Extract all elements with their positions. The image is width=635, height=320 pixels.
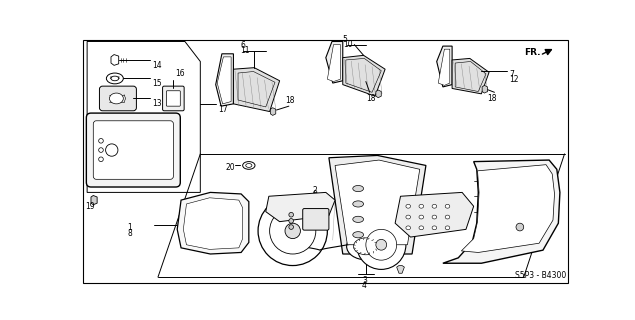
Ellipse shape — [353, 232, 364, 238]
Circle shape — [357, 220, 406, 269]
Text: 5: 5 — [343, 35, 347, 44]
Circle shape — [258, 196, 328, 266]
Text: FR.: FR. — [524, 48, 540, 57]
Ellipse shape — [445, 215, 450, 219]
Ellipse shape — [109, 93, 123, 104]
Text: 2: 2 — [312, 186, 318, 195]
Circle shape — [289, 225, 293, 229]
Polygon shape — [462, 165, 554, 252]
Polygon shape — [397, 266, 404, 273]
Text: 1: 1 — [127, 223, 132, 232]
Text: 12: 12 — [509, 75, 519, 84]
Text: 4: 4 — [362, 281, 367, 290]
Ellipse shape — [406, 215, 410, 219]
Ellipse shape — [353, 216, 364, 222]
Text: 13: 13 — [152, 99, 162, 108]
FancyBboxPatch shape — [303, 209, 329, 230]
Ellipse shape — [406, 226, 410, 230]
Text: 9: 9 — [312, 190, 318, 199]
Polygon shape — [217, 57, 231, 104]
Ellipse shape — [243, 162, 255, 169]
Ellipse shape — [445, 204, 450, 208]
Polygon shape — [343, 55, 385, 96]
Polygon shape — [271, 108, 276, 116]
Ellipse shape — [432, 204, 437, 208]
Ellipse shape — [419, 215, 424, 219]
FancyBboxPatch shape — [86, 113, 180, 187]
Circle shape — [98, 157, 104, 162]
FancyBboxPatch shape — [100, 86, 137, 111]
Circle shape — [366, 229, 397, 260]
Polygon shape — [87, 42, 200, 192]
Polygon shape — [438, 49, 450, 85]
FancyBboxPatch shape — [93, 121, 173, 179]
Text: 15: 15 — [152, 79, 162, 88]
Circle shape — [105, 144, 118, 156]
Ellipse shape — [347, 233, 385, 260]
FancyBboxPatch shape — [166, 91, 180, 106]
Text: S5P3 - B4300: S5P3 - B4300 — [515, 271, 566, 280]
Text: 16: 16 — [175, 69, 185, 78]
Ellipse shape — [419, 204, 424, 208]
Circle shape — [98, 139, 104, 143]
Text: 17: 17 — [218, 105, 227, 114]
Circle shape — [516, 223, 524, 231]
Polygon shape — [326, 42, 343, 83]
Polygon shape — [395, 192, 474, 237]
Text: 20: 20 — [225, 163, 236, 172]
Text: 19: 19 — [85, 203, 95, 212]
Polygon shape — [443, 160, 560, 263]
Polygon shape — [234, 68, 279, 112]
Polygon shape — [329, 156, 426, 254]
Ellipse shape — [406, 204, 410, 208]
Text: 6: 6 — [241, 41, 245, 50]
Polygon shape — [216, 54, 234, 106]
Ellipse shape — [353, 201, 364, 207]
Polygon shape — [184, 198, 243, 249]
Ellipse shape — [445, 226, 450, 230]
Circle shape — [289, 219, 293, 223]
Polygon shape — [266, 192, 335, 222]
Ellipse shape — [107, 73, 123, 84]
Polygon shape — [482, 85, 488, 93]
Ellipse shape — [111, 76, 119, 81]
Circle shape — [289, 212, 293, 217]
Polygon shape — [328, 44, 340, 82]
Circle shape — [376, 239, 387, 250]
Circle shape — [270, 208, 316, 254]
Text: 7: 7 — [509, 70, 514, 79]
Polygon shape — [177, 192, 249, 254]
Text: 18: 18 — [366, 94, 376, 103]
Text: 8: 8 — [127, 228, 132, 237]
Polygon shape — [335, 160, 420, 245]
Text: 11: 11 — [241, 46, 250, 55]
Polygon shape — [91, 196, 97, 205]
Ellipse shape — [353, 186, 364, 192]
FancyBboxPatch shape — [163, 86, 184, 111]
Polygon shape — [437, 46, 452, 87]
Text: 14: 14 — [152, 61, 162, 70]
Ellipse shape — [432, 226, 437, 230]
Circle shape — [285, 223, 300, 239]
Ellipse shape — [354, 238, 378, 255]
Polygon shape — [376, 90, 381, 98]
Polygon shape — [452, 59, 489, 94]
Text: 10: 10 — [343, 40, 352, 49]
Ellipse shape — [419, 226, 424, 230]
Text: 3: 3 — [362, 276, 367, 284]
Ellipse shape — [432, 215, 437, 219]
Text: 18: 18 — [487, 94, 497, 103]
Ellipse shape — [246, 164, 252, 167]
Text: 18: 18 — [285, 96, 295, 105]
Circle shape — [98, 148, 104, 152]
